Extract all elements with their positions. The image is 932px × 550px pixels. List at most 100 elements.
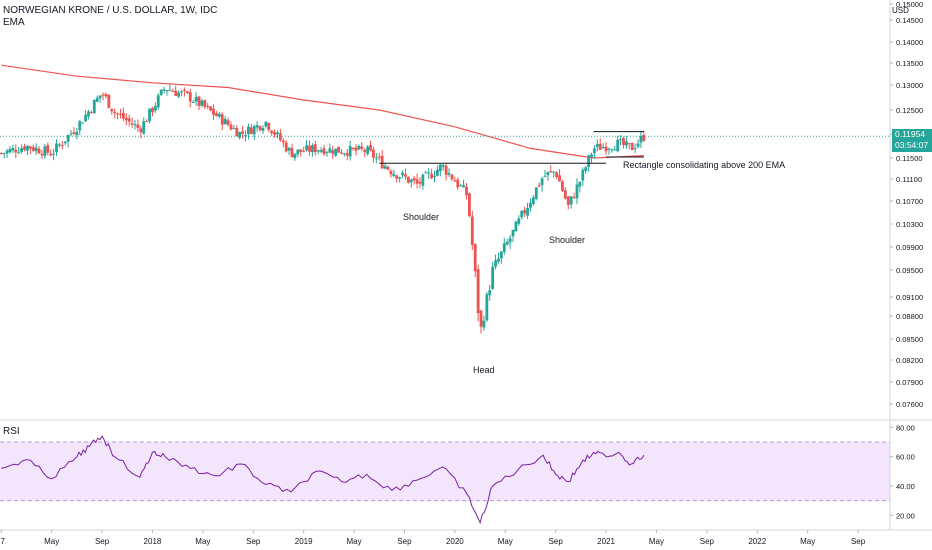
candle-body — [255, 125, 259, 128]
candle-body — [549, 170, 553, 172]
candle-body — [316, 150, 320, 152]
candle-body — [162, 89, 166, 91]
candle-body — [287, 147, 291, 151]
candle-body — [540, 178, 544, 186]
candle-body — [488, 290, 492, 296]
candle-body — [310, 145, 314, 153]
candle-body — [377, 156, 381, 158]
candle-body — [235, 127, 239, 137]
price-tick-label: 0.08800 — [896, 312, 923, 321]
candle-body — [360, 146, 364, 149]
candle-body — [284, 142, 288, 152]
candle-body — [66, 135, 70, 142]
candle-body — [479, 310, 483, 327]
candle-body — [337, 146, 340, 153]
candle-body — [340, 152, 343, 154]
candle-body — [188, 92, 192, 102]
candle-body — [590, 154, 593, 158]
price-tick-label: 0.14000 — [896, 38, 923, 47]
candle-body — [598, 143, 602, 150]
candle-body — [523, 210, 527, 214]
candle-body — [206, 106, 210, 108]
candle-body — [604, 146, 608, 152]
candle-body — [453, 180, 457, 182]
candle-body — [334, 148, 338, 156]
candle-body — [72, 132, 76, 134]
candle-body — [499, 251, 503, 259]
candle-body — [456, 179, 460, 188]
candle-body — [2, 152, 6, 154]
candle-body — [625, 141, 628, 146]
candle-body — [197, 96, 201, 107]
candle-body — [581, 169, 585, 181]
candle-body — [502, 243, 506, 252]
candle-body — [229, 124, 233, 130]
candle-body — [121, 112, 125, 119]
candle-body — [215, 113, 218, 117]
candle-body — [113, 111, 117, 114]
price-tick-label: 0.09900 — [896, 243, 923, 252]
candle-body — [610, 149, 614, 151]
candle-body — [258, 126, 262, 130]
candle-body — [124, 117, 128, 121]
time-tick-label: May — [44, 537, 59, 546]
candle-body — [555, 172, 559, 177]
price-tick-label: 0.08500 — [896, 335, 923, 344]
time-tick-label: Sep — [549, 537, 564, 546]
candle-body — [101, 94, 105, 96]
candle-body — [308, 145, 311, 152]
candle-body — [505, 241, 509, 245]
candle-body — [508, 238, 512, 243]
candle-body — [406, 176, 410, 183]
candle-body — [465, 186, 468, 196]
candle-body — [171, 91, 175, 93]
time-tick-label: May — [195, 537, 210, 546]
candle-body — [441, 165, 445, 167]
candle-body — [642, 134, 646, 141]
price-tick-label: 0.11100 — [896, 175, 922, 184]
ema-indicator-label[interactable]: EMA — [3, 17, 25, 28]
candle-body — [401, 172, 404, 176]
candle-body — [450, 174, 454, 180]
candle-body — [119, 114, 122, 116]
candle-body — [92, 100, 96, 114]
candle-body — [174, 90, 178, 96]
candle-body — [142, 121, 146, 134]
candle-body — [392, 173, 396, 177]
candle-body — [345, 153, 349, 156]
candle-body — [511, 229, 515, 237]
candle-body — [247, 126, 250, 135]
candle-body — [249, 127, 253, 134]
candle-body — [619, 139, 622, 141]
candle-body — [494, 260, 497, 267]
candle-body — [497, 258, 500, 262]
candle-body — [389, 170, 393, 175]
time-tick-label: May — [800, 537, 815, 546]
candle-body — [572, 197, 576, 199]
rsi-tick-label: 40.00 — [896, 482, 915, 491]
candle-body — [412, 178, 416, 181]
trendlines-group — [0, 131, 890, 164]
rsi-indicator-label[interactable]: RSI — [3, 426, 20, 437]
candle-body — [49, 153, 53, 156]
price-tick-label: 0.13500 — [896, 59, 923, 68]
candle-body — [470, 216, 474, 245]
time-tick-label: Sep — [95, 537, 110, 546]
candle-body — [31, 147, 35, 151]
candle-body — [369, 144, 372, 151]
candle-body — [584, 167, 588, 171]
candle-body — [89, 111, 93, 113]
candle-body — [151, 107, 154, 113]
candle-body — [20, 148, 24, 153]
candle-body — [133, 124, 137, 126]
candle-body — [209, 106, 213, 111]
candle-body — [566, 196, 570, 205]
annotation-shoulder-right: Shoulder — [549, 235, 586, 245]
candle-body — [302, 151, 306, 153]
candle-body — [226, 120, 230, 125]
candle-body — [261, 128, 265, 131]
candle-body — [191, 101, 195, 103]
candle-body — [398, 177, 402, 179]
rsi-line — [1, 435, 645, 525]
